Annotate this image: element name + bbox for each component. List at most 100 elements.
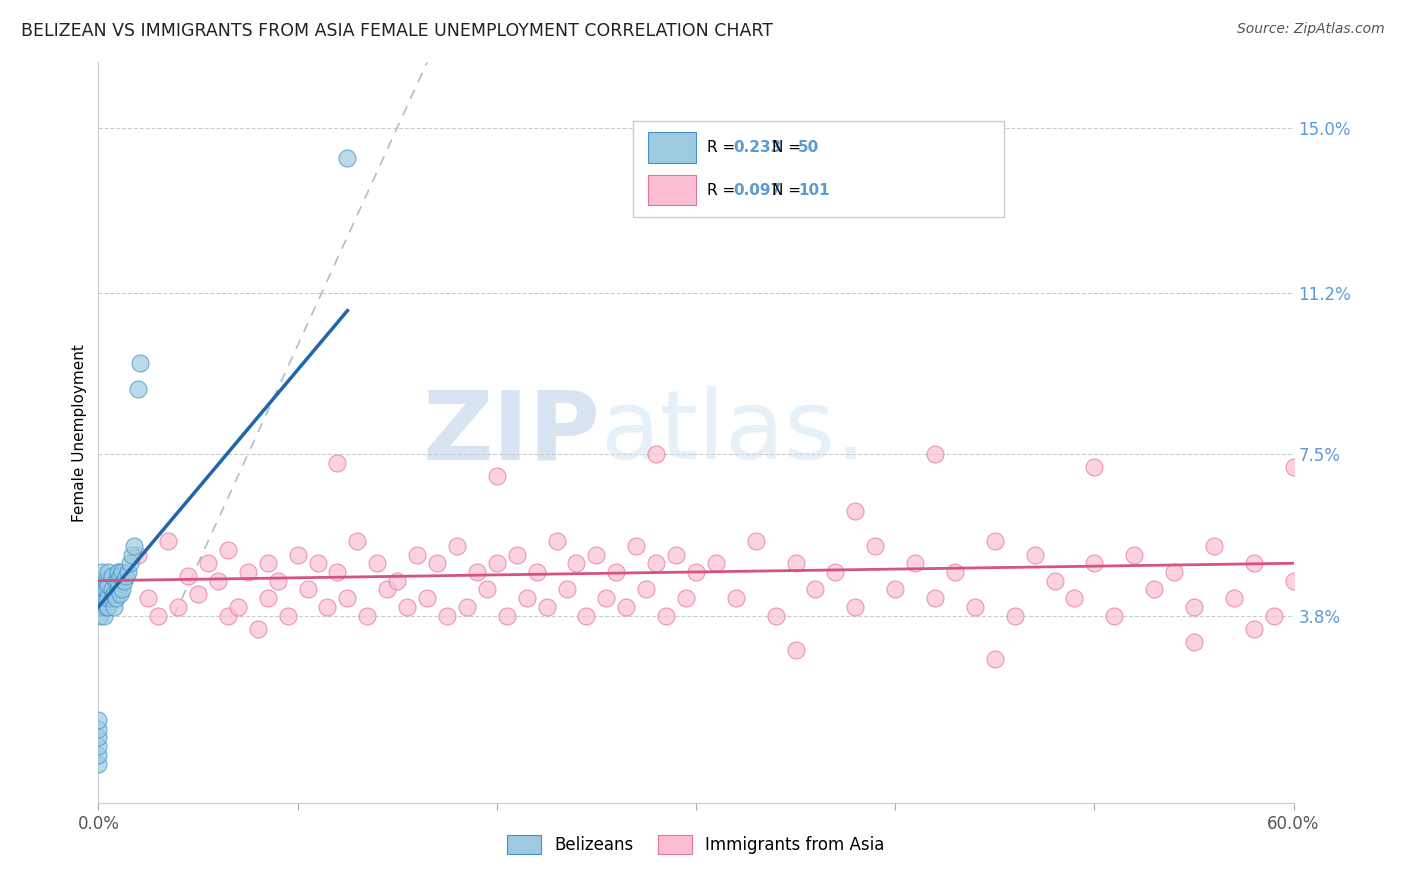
- Point: [105, 591, 128, 606]
- Point: [555, 582, 578, 597]
- Point: [943, 565, 966, 579]
- Point: [167, 599, 190, 614]
- Point: [91, 599, 114, 614]
- Point: [226, 599, 249, 614]
- Point: [1182, 599, 1205, 614]
- Point: [91, 574, 114, 588]
- Point: [103, 587, 125, 601]
- Point: [1202, 539, 1225, 553]
- Point: [685, 565, 707, 579]
- Point: [655, 608, 678, 623]
- Point: [103, 599, 125, 614]
- Point: [636, 582, 658, 597]
- Point: [804, 582, 827, 597]
- Point: [963, 599, 986, 614]
- Point: [89, 608, 111, 623]
- Point: [120, 556, 142, 570]
- Point: [326, 565, 349, 579]
- Point: [675, 591, 697, 606]
- Point: [177, 569, 200, 583]
- Point: [87, 731, 110, 745]
- Point: [89, 591, 111, 606]
- Point: [110, 587, 132, 601]
- Point: [97, 599, 120, 614]
- Point: [485, 469, 508, 483]
- Point: [93, 582, 115, 597]
- Point: [91, 565, 114, 579]
- Point: [236, 565, 259, 579]
- Point: [1083, 556, 1105, 570]
- Point: [1223, 591, 1246, 606]
- Point: [89, 599, 111, 614]
- Point: [645, 447, 668, 461]
- Point: [626, 539, 648, 553]
- Text: 50: 50: [799, 140, 820, 155]
- Point: [96, 599, 118, 614]
- Point: [127, 548, 149, 562]
- Point: [307, 556, 329, 570]
- Point: [1043, 574, 1066, 588]
- Point: [93, 608, 115, 623]
- Point: [1104, 608, 1126, 623]
- Point: [101, 582, 124, 597]
- Point: [575, 608, 598, 623]
- Point: [924, 447, 946, 461]
- Point: [884, 582, 907, 597]
- Point: [1083, 460, 1105, 475]
- Point: [136, 591, 159, 606]
- Text: 0.233: 0.233: [734, 140, 782, 155]
- Point: [436, 608, 458, 623]
- Point: [495, 608, 517, 623]
- Point: [406, 548, 429, 562]
- Point: [665, 548, 688, 562]
- Point: [111, 582, 134, 597]
- Point: [1163, 565, 1185, 579]
- Point: [96, 574, 118, 588]
- Text: 101: 101: [799, 183, 830, 197]
- Point: [336, 151, 359, 165]
- Point: [595, 591, 617, 606]
- Point: [121, 548, 143, 562]
- Point: [745, 534, 768, 549]
- Point: [97, 578, 120, 592]
- Point: [207, 574, 229, 588]
- Point: [1182, 634, 1205, 648]
- Point: [97, 565, 120, 579]
- Y-axis label: Female Unemployment: Female Unemployment: [72, 343, 87, 522]
- Point: [346, 534, 368, 549]
- Point: [785, 643, 807, 657]
- Point: [456, 599, 478, 614]
- Text: 0.097: 0.097: [734, 183, 782, 197]
- Point: [506, 548, 529, 562]
- Point: [93, 595, 115, 609]
- Text: N =: N =: [772, 183, 806, 197]
- Point: [117, 565, 139, 579]
- Point: [112, 574, 135, 588]
- Text: atlas.: atlas.: [600, 386, 866, 479]
- Point: [704, 556, 727, 570]
- Point: [416, 591, 439, 606]
- Point: [187, 587, 209, 601]
- Point: [385, 574, 409, 588]
- Point: [287, 548, 309, 562]
- Text: R =: R =: [707, 140, 741, 155]
- Point: [614, 599, 637, 614]
- Point: [107, 582, 129, 597]
- Point: [148, 608, 170, 623]
- Point: [1282, 460, 1305, 475]
- Point: [91, 582, 114, 597]
- Point: [91, 591, 114, 606]
- Point: [87, 756, 110, 771]
- Point: [1263, 608, 1285, 623]
- Point: [785, 556, 807, 570]
- Point: [107, 574, 129, 588]
- Point: [1243, 556, 1265, 570]
- Point: [105, 574, 128, 588]
- Point: [1123, 548, 1146, 562]
- Text: ZIP: ZIP: [422, 386, 600, 479]
- Point: [565, 556, 588, 570]
- Point: [546, 534, 568, 549]
- Point: [904, 556, 927, 570]
- Point: [267, 574, 290, 588]
- Point: [765, 608, 787, 623]
